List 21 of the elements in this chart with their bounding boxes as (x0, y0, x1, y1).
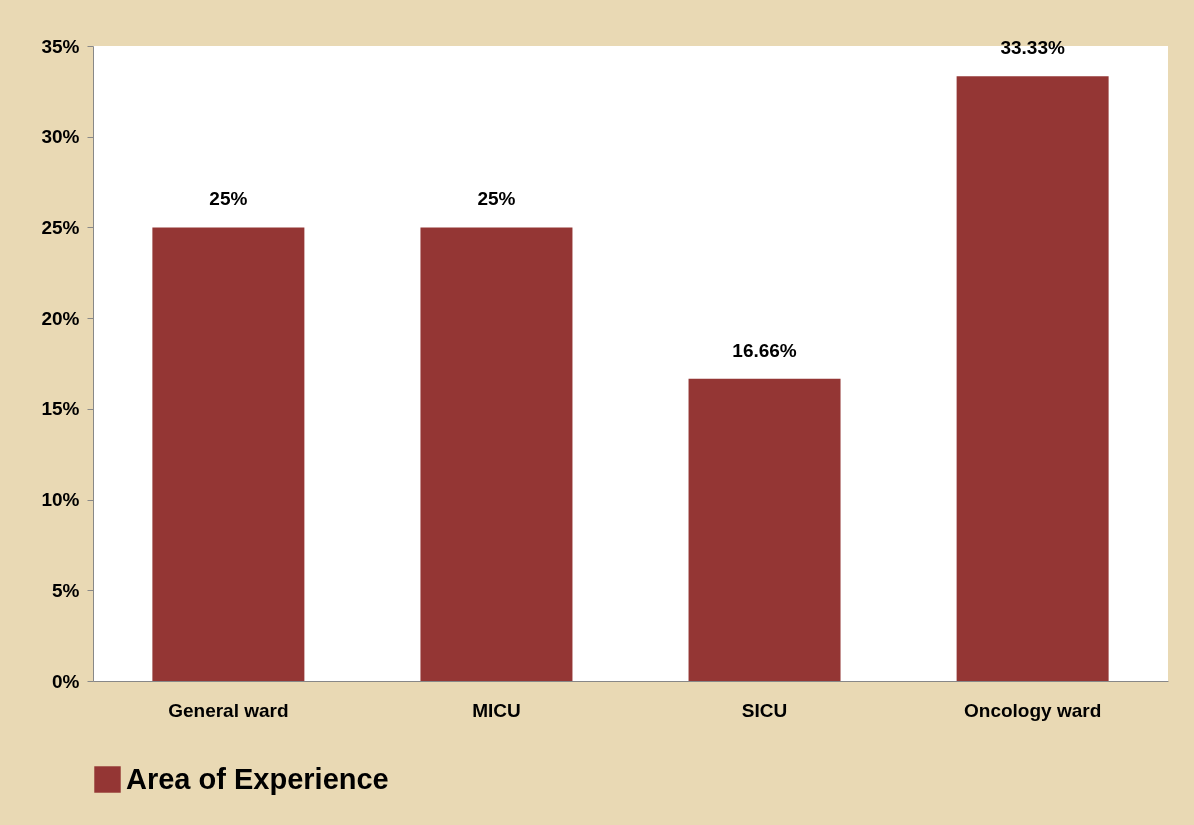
bar (420, 227, 573, 681)
legend-label: Area of Experience (126, 762, 389, 795)
data-label: 25% (209, 188, 248, 210)
data-label: 16.66% (732, 339, 797, 361)
data-label: 25% (477, 188, 516, 210)
y-tick-label: 20% (41, 307, 80, 329)
y-tick-label: 15% (41, 398, 80, 420)
bar (956, 76, 1109, 681)
x-tick-label: General ward (168, 699, 289, 721)
y-tick-label: 0% (52, 670, 80, 692)
x-tick-label: SICU (741, 699, 788, 721)
y-tick-label: 10% (41, 489, 80, 511)
y-tick-label: 5% (52, 579, 80, 601)
y-tick-label: 25% (41, 216, 80, 238)
x-tick-label: Oncology ward (963, 699, 1102, 721)
y-tick-label: 35% (41, 35, 80, 57)
y-tick-label: 30% (41, 126, 80, 148)
bar (688, 378, 841, 681)
x-tick-label: MICU (472, 699, 521, 721)
bar (152, 227, 305, 681)
data-label: 33.33% (1000, 37, 1065, 59)
